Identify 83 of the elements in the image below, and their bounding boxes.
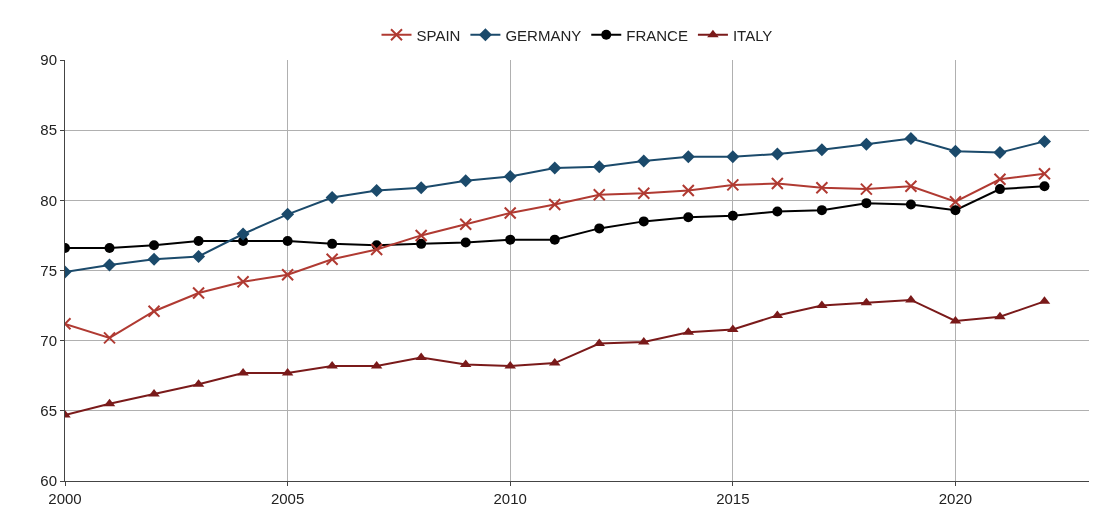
point	[637, 154, 651, 168]
point	[370, 184, 384, 198]
point	[414, 228, 428, 242]
point	[104, 243, 115, 254]
x-tick-label: 2010	[493, 490, 527, 507]
point	[1039, 181, 1050, 192]
point	[994, 311, 1006, 320]
point	[1037, 167, 1051, 181]
point	[993, 146, 1007, 160]
point	[726, 150, 740, 164]
point	[281, 268, 295, 282]
point	[770, 147, 784, 161]
y-tick-label: 65	[40, 402, 57, 420]
y-tick-label: 60	[40, 472, 57, 490]
point	[416, 238, 427, 249]
point	[505, 234, 516, 245]
point	[325, 191, 339, 205]
point	[192, 286, 206, 300]
point	[147, 252, 161, 266]
x-tick-label: 2000	[48, 490, 82, 507]
point	[414, 181, 428, 195]
point	[592, 188, 606, 202]
point	[815, 143, 829, 157]
y-tick-label: 75	[40, 261, 57, 279]
point	[994, 184, 1005, 195]
point	[503, 169, 517, 183]
point	[772, 206, 783, 217]
x-tick-label: 2005	[270, 490, 305, 507]
legend-label: ITALY	[732, 26, 773, 44]
point	[192, 249, 206, 263]
legend-label: SPAIN	[416, 26, 461, 44]
y-tick-label: 70	[40, 331, 57, 349]
point	[905, 199, 916, 210]
point	[770, 176, 784, 190]
point	[726, 178, 740, 192]
point	[594, 223, 605, 234]
point	[370, 242, 384, 256]
point	[638, 216, 649, 227]
point	[147, 304, 161, 318]
point	[1037, 134, 1051, 148]
point	[459, 217, 473, 231]
point	[859, 137, 873, 151]
point	[592, 160, 606, 174]
y-tick-label: 80	[40, 191, 57, 209]
point	[282, 236, 293, 247]
point	[236, 275, 250, 289]
point	[950, 205, 961, 216]
point	[861, 198, 872, 209]
point	[459, 174, 473, 188]
point	[681, 184, 695, 198]
point	[683, 212, 694, 223]
point	[548, 198, 562, 212]
point	[236, 227, 250, 241]
point	[460, 237, 471, 248]
point	[149, 240, 160, 251]
point	[103, 331, 117, 345]
point	[993, 172, 1007, 186]
point	[281, 207, 295, 221]
point	[904, 132, 918, 146]
point	[103, 258, 117, 272]
point	[816, 300, 828, 309]
point	[948, 144, 962, 158]
x-tick-label: 2020	[938, 490, 973, 507]
point	[948, 195, 962, 209]
point	[815, 181, 829, 195]
y-tick-label: 90	[40, 51, 57, 69]
legend-label: GERMANY	[505, 26, 582, 44]
point	[816, 205, 827, 216]
point	[549, 234, 560, 245]
y-tick-label: 85	[40, 121, 57, 139]
point	[904, 179, 918, 193]
legend-label: FRANCE	[626, 26, 688, 44]
point	[548, 161, 562, 175]
point	[503, 206, 517, 220]
point	[637, 186, 651, 200]
point	[415, 352, 427, 361]
point	[727, 210, 738, 221]
point	[193, 236, 204, 247]
x-tick-label: 2015	[716, 490, 750, 507]
point	[325, 252, 339, 266]
point	[681, 150, 695, 164]
point	[327, 238, 338, 249]
point	[859, 182, 873, 196]
